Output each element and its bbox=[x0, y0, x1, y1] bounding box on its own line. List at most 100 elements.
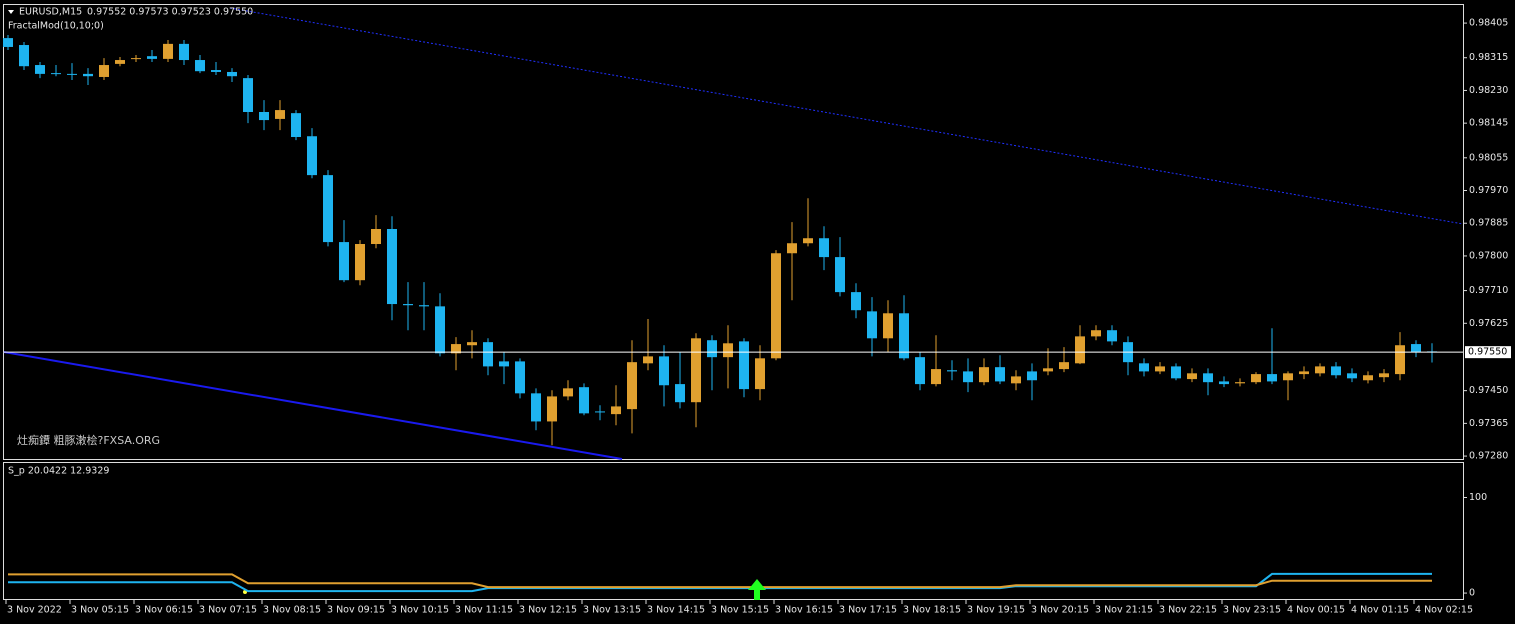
y-tick-label: 0.97885 bbox=[1469, 218, 1508, 229]
candle-body bbox=[547, 396, 557, 422]
y-tick-label: 0.97625 bbox=[1469, 318, 1508, 329]
candle-body bbox=[1107, 330, 1117, 342]
x-tick-label: 3 Nov 10:15 bbox=[391, 605, 449, 616]
trend-line-dotted bbox=[229, 7, 1464, 225]
candle-body bbox=[579, 387, 589, 414]
candle-body bbox=[851, 292, 861, 311]
candle-body bbox=[259, 111, 269, 121]
indicator-pane-frame bbox=[3, 462, 1464, 600]
candle-body bbox=[1299, 371, 1309, 375]
candle-body bbox=[515, 361, 525, 394]
candle-body bbox=[643, 356, 653, 364]
y-tick-label: 0.97710 bbox=[1469, 285, 1508, 296]
candle-body bbox=[1155, 366, 1165, 372]
candle-body bbox=[1171, 366, 1181, 379]
candle-body bbox=[1187, 373, 1197, 380]
candle-body bbox=[979, 367, 989, 383]
candle-body bbox=[1395, 345, 1405, 375]
x-tick-label: 3 Nov 14:15 bbox=[647, 605, 705, 616]
candle-body bbox=[675, 384, 685, 403]
main-pane-frame bbox=[3, 4, 1464, 460]
candle-body bbox=[995, 367, 1005, 382]
candle-body bbox=[451, 344, 461, 354]
candle-body bbox=[115, 60, 125, 64]
x-tick-label: 3 Nov 07:15 bbox=[199, 605, 257, 616]
x-tick-label: 4 Nov 02:15 bbox=[1415, 605, 1473, 616]
candle-body bbox=[931, 369, 941, 385]
y-tick-label: 0.98315 bbox=[1469, 52, 1508, 63]
x-tick-label: 3 Nov 17:15 bbox=[839, 605, 897, 616]
x-tick-label: 4 Nov 01:15 bbox=[1351, 605, 1409, 616]
current-price-box bbox=[1465, 346, 1511, 359]
candle-body bbox=[627, 362, 637, 410]
candle-body bbox=[563, 388, 573, 397]
candle-body bbox=[387, 228, 397, 305]
candle-body bbox=[691, 338, 701, 403]
y-tick-label: 0.98230 bbox=[1469, 85, 1508, 96]
candle-body bbox=[707, 340, 717, 358]
candle-body bbox=[371, 228, 381, 245]
candle-body bbox=[659, 356, 669, 386]
candle-body bbox=[899, 313, 909, 359]
candle-body bbox=[1267, 374, 1277, 382]
candle-body bbox=[1283, 373, 1293, 381]
candle-body bbox=[179, 43, 189, 61]
x-tick-label: 3 Nov 15:15 bbox=[711, 605, 769, 616]
candle-body bbox=[771, 253, 781, 359]
candle-body bbox=[1379, 373, 1389, 378]
x-tick-label: 3 Nov 11:15 bbox=[455, 605, 513, 616]
buy-arrow bbox=[748, 579, 766, 600]
candle-body bbox=[195, 60, 205, 72]
y-tick-label: 0.97800 bbox=[1469, 250, 1508, 261]
current-price-label: 0.97550 bbox=[1468, 347, 1507, 358]
x-tick-label: 3 Nov 19:15 bbox=[967, 605, 1025, 616]
x-tick-label: 3 Nov 05:15 bbox=[71, 605, 129, 616]
candle-body bbox=[1203, 373, 1213, 383]
candle-body bbox=[211, 70, 221, 72]
candle-body bbox=[947, 370, 957, 372]
candle-body bbox=[1331, 366, 1341, 376]
candle-body bbox=[1027, 371, 1037, 381]
candle-body bbox=[403, 304, 413, 306]
x-tick-label: 3 Nov 16:15 bbox=[775, 605, 833, 616]
watermark: 灶痴鐔 粗豚潄桧?FXSA.ORG bbox=[17, 433, 160, 447]
candle-body bbox=[483, 342, 493, 367]
x-tick-label: 3 Nov 20:15 bbox=[1031, 605, 1089, 616]
candle-body bbox=[963, 371, 973, 383]
candle-body bbox=[1347, 373, 1357, 379]
candle-body bbox=[323, 175, 333, 243]
x-tick-label: 3 Nov 18:15 bbox=[903, 605, 961, 616]
collapse-arrow[interactable] bbox=[8, 10, 14, 14]
candle-body bbox=[243, 78, 253, 112]
x-tick-label: 3 Nov 08:15 bbox=[263, 605, 321, 616]
candle-body bbox=[307, 136, 317, 176]
candle-body bbox=[1315, 366, 1325, 374]
candle-body bbox=[275, 110, 285, 119]
candle-body bbox=[163, 43, 173, 59]
candle-body bbox=[1411, 344, 1421, 353]
x-tick-label: 3 Nov 06:15 bbox=[135, 605, 193, 616]
candle-body bbox=[867, 311, 877, 339]
candle-body bbox=[803, 238, 813, 244]
candle-body bbox=[83, 73, 93, 77]
candle-body bbox=[355, 244, 365, 281]
y-tick-label: 100 bbox=[1469, 492, 1487, 503]
candle-body bbox=[3, 38, 13, 47]
y-tick-label: 0 bbox=[1469, 588, 1475, 599]
candle-body bbox=[147, 56, 157, 59]
candle-body bbox=[291, 113, 301, 138]
candle-body bbox=[435, 306, 445, 354]
y-tick-label: 0.97365 bbox=[1469, 418, 1508, 429]
candle-body bbox=[883, 313, 893, 339]
candle-body bbox=[419, 305, 429, 307]
candle-body bbox=[1075, 336, 1085, 364]
trend-line bbox=[3, 351, 623, 460]
candle-body bbox=[1235, 382, 1245, 384]
candle-body bbox=[787, 243, 797, 254]
candle-body bbox=[67, 73, 77, 75]
candle-body bbox=[1251, 374, 1261, 383]
candle-body bbox=[611, 406, 621, 415]
